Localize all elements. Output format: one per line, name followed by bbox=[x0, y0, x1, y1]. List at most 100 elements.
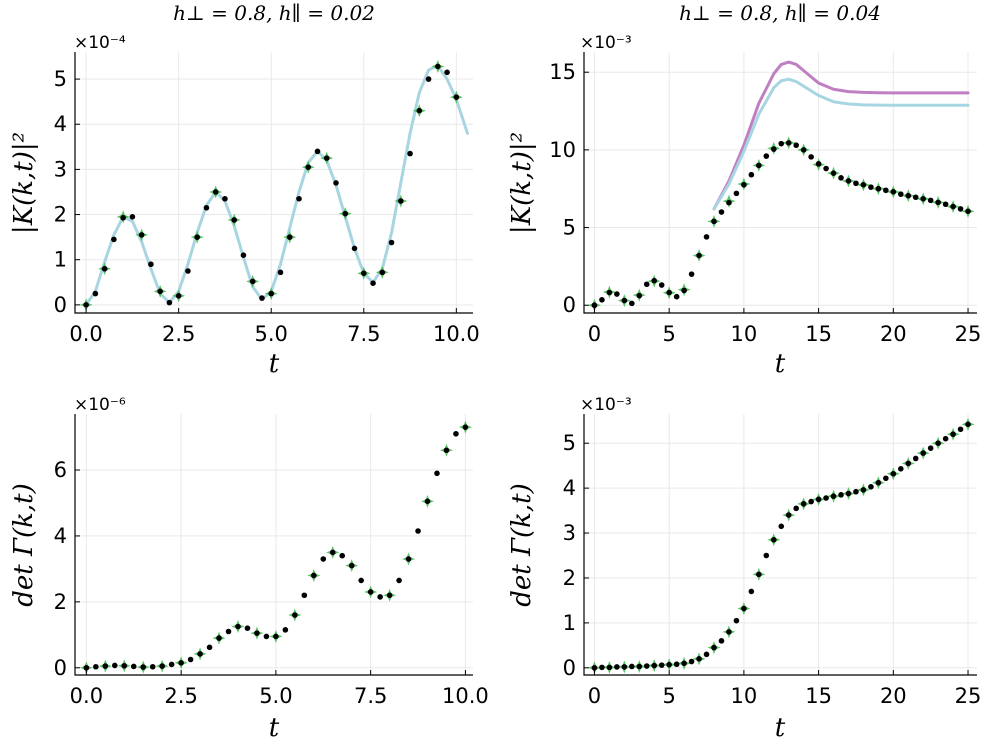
data-point-black bbox=[718, 638, 725, 644]
panel-title: h⊥ = 0.8, h∥ = 0.04 bbox=[679, 1, 881, 25]
data-point-black bbox=[770, 536, 777, 543]
data-point-black bbox=[259, 295, 265, 301]
data-point-black bbox=[606, 664, 613, 671]
data-point-black bbox=[666, 661, 672, 668]
data-point-black bbox=[591, 302, 598, 309]
x-tick-label: 0.0 bbox=[70, 684, 103, 708]
data-point-black bbox=[396, 577, 402, 584]
data-point-black bbox=[120, 214, 126, 221]
data-point-black bbox=[703, 651, 710, 658]
data-point-black bbox=[696, 252, 702, 259]
data-point-black bbox=[614, 664, 620, 670]
data-point-black bbox=[793, 142, 799, 149]
data-point-black bbox=[216, 635, 222, 641]
data-point-black bbox=[351, 245, 358, 252]
x-axis-label: t bbox=[269, 713, 280, 743]
y-axis-label: det Γ(k,t) bbox=[9, 483, 39, 607]
data-point-black bbox=[681, 660, 687, 667]
data-point-black bbox=[800, 501, 807, 507]
data-point-black bbox=[875, 479, 882, 486]
data-point-black bbox=[890, 189, 897, 195]
data-point-black bbox=[920, 450, 927, 456]
data-point-black bbox=[333, 180, 339, 186]
data-point-black bbox=[905, 192, 912, 199]
data-point-black bbox=[830, 170, 837, 176]
data-point-black bbox=[235, 623, 241, 630]
data-point-black bbox=[187, 656, 194, 663]
data-point-black bbox=[138, 232, 145, 238]
x-tick-label: 25 bbox=[955, 684, 982, 708]
y-tick-label: 4 bbox=[54, 524, 67, 548]
y-tick-label: 0 bbox=[54, 656, 67, 680]
data-point-black bbox=[342, 210, 349, 217]
data-point-black bbox=[643, 281, 650, 288]
axis-spine bbox=[74, 414, 473, 676]
y-axis-label: det Γ(k,t) bbox=[507, 483, 537, 607]
data-point-black bbox=[830, 493, 837, 500]
data-point-black bbox=[111, 236, 117, 243]
data-point-black bbox=[636, 663, 643, 670]
data-point-black bbox=[453, 430, 459, 437]
data-point-black bbox=[778, 523, 785, 530]
data-point-black bbox=[756, 571, 762, 578]
data-point-black bbox=[606, 289, 613, 296]
y-tick-label: 4 bbox=[54, 112, 67, 136]
data-point-black bbox=[273, 633, 279, 640]
data-point-black bbox=[696, 656, 702, 662]
data-point-black bbox=[339, 552, 346, 559]
data-point-black bbox=[277, 269, 284, 276]
data-point-black bbox=[815, 161, 822, 167]
data-point-black bbox=[159, 663, 165, 669]
data-point-black bbox=[845, 490, 852, 497]
x-tick-label: 2.5 bbox=[162, 322, 195, 346]
data-point-black bbox=[860, 182, 867, 188]
data-point-black bbox=[168, 661, 175, 668]
data-point-black bbox=[305, 164, 312, 170]
data-point-black bbox=[231, 217, 237, 223]
data-point-black bbox=[666, 289, 672, 296]
data-point-black bbox=[311, 572, 317, 579]
y-tick-label: 5 bbox=[54, 67, 67, 91]
data-point-black bbox=[197, 651, 203, 657]
data-point-black bbox=[748, 171, 755, 178]
data-point-black bbox=[314, 148, 321, 155]
data-point-black bbox=[148, 261, 154, 268]
data-point-black bbox=[83, 664, 90, 671]
x-tick-label: 10 bbox=[731, 322, 758, 346]
data-point-black bbox=[897, 191, 904, 197]
data-point-black bbox=[416, 107, 423, 114]
data-point-black bbox=[166, 299, 173, 306]
x-tick-label: 10 bbox=[731, 684, 758, 708]
data-point-black bbox=[912, 194, 919, 201]
y-tick-label: 0 bbox=[54, 293, 67, 317]
data-point-black bbox=[927, 197, 934, 204]
data-point-black bbox=[386, 592, 393, 599]
data-point-black bbox=[673, 661, 680, 668]
data-point-black bbox=[868, 184, 874, 190]
data-point-black bbox=[112, 662, 118, 669]
panel-top-right: h⊥ = 0.8, h∥ = 0.04 0 5 10 15 20 25 0 5 10 15 ×10… bbox=[507, 1, 981, 379]
data-point-black bbox=[748, 588, 755, 595]
data-point-black bbox=[185, 268, 191, 274]
data-point-black bbox=[950, 431, 956, 438]
data-point-black bbox=[912, 455, 919, 462]
data-point-black bbox=[673, 293, 680, 300]
data-point-black bbox=[688, 658, 695, 665]
data-point-black bbox=[823, 165, 829, 172]
data-point-black bbox=[292, 612, 298, 618]
data-point-black bbox=[838, 492, 844, 498]
y-tick-label: 4 bbox=[563, 476, 576, 500]
data-point-black bbox=[175, 293, 182, 299]
data-point-black bbox=[800, 147, 807, 153]
data-point-black bbox=[927, 445, 934, 451]
data-point-black bbox=[329, 549, 336, 556]
y-tick-label: 3 bbox=[54, 157, 67, 181]
y-tick-label: 10 bbox=[549, 138, 576, 162]
data-point-black bbox=[883, 475, 889, 482]
panel-title: h⊥ = 0.8, h∥ = 0.02 bbox=[173, 1, 375, 25]
data-point-black bbox=[860, 487, 867, 493]
data-point-black bbox=[149, 663, 156, 670]
data-point-black bbox=[785, 512, 792, 518]
data-point-black bbox=[718, 209, 725, 215]
